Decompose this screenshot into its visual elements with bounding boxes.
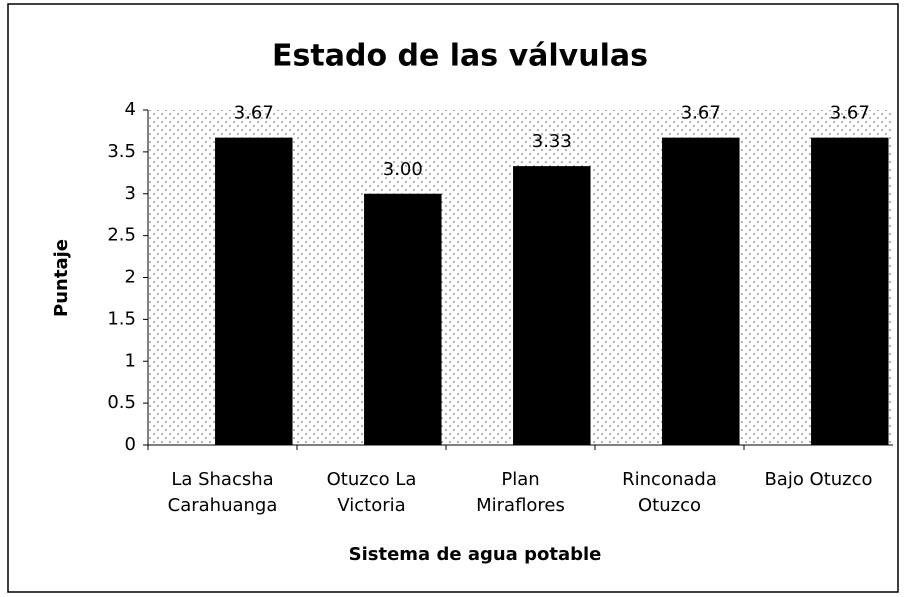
y-tick-label: 2: [125, 267, 136, 288]
y-tick-label: 2.5: [107, 225, 136, 246]
bar: [513, 166, 591, 446]
x-tick-label-box: La Shacsha Carahuanga: [167, 469, 278, 516]
chart-title: Estado de las válvulas: [272, 39, 648, 74]
bar: [662, 137, 740, 445]
data-label: 3.67: [830, 103, 870, 124]
bar: [215, 137, 293, 445]
x-axis-label: Sistema de agua potable: [349, 544, 602, 565]
x-tick-label: Rinconada Otuzco: [622, 469, 717, 516]
x-tick-label: Otuzco La Victoria: [326, 469, 417, 516]
x-tick-label-box: Bajo Otuzco: [764, 469, 873, 490]
y-tick-label: 0: [125, 434, 136, 455]
y-tick-label: 3.5: [107, 141, 136, 162]
bar: [811, 137, 889, 445]
y-tick-label: 4: [125, 99, 136, 120]
data-label: 3.33: [532, 131, 572, 152]
data-label: 3.67: [234, 103, 274, 124]
y-tick-label: 1: [125, 350, 136, 371]
x-tick-label-box: Otuzco La Victoria: [326, 469, 417, 516]
x-tick-label-box: Plan Miraflores: [476, 469, 565, 516]
x-tick-label-box: Rinconada Otuzco: [622, 469, 717, 516]
x-tick-label: Bajo Otuzco: [764, 469, 873, 490]
data-label: 3.67: [681, 103, 721, 124]
y-axis-label: Puntaje: [51, 239, 72, 317]
y-tick-label: 1.5: [107, 308, 136, 329]
x-tick-label: Plan Miraflores: [476, 469, 565, 516]
y-tick-label: 0.5: [107, 392, 136, 413]
x-tick-label: La Shacsha Carahuanga: [167, 469, 278, 516]
data-label: 3.00: [383, 159, 423, 180]
bar: [364, 193, 442, 445]
y-tick-label: 3: [125, 183, 136, 204]
